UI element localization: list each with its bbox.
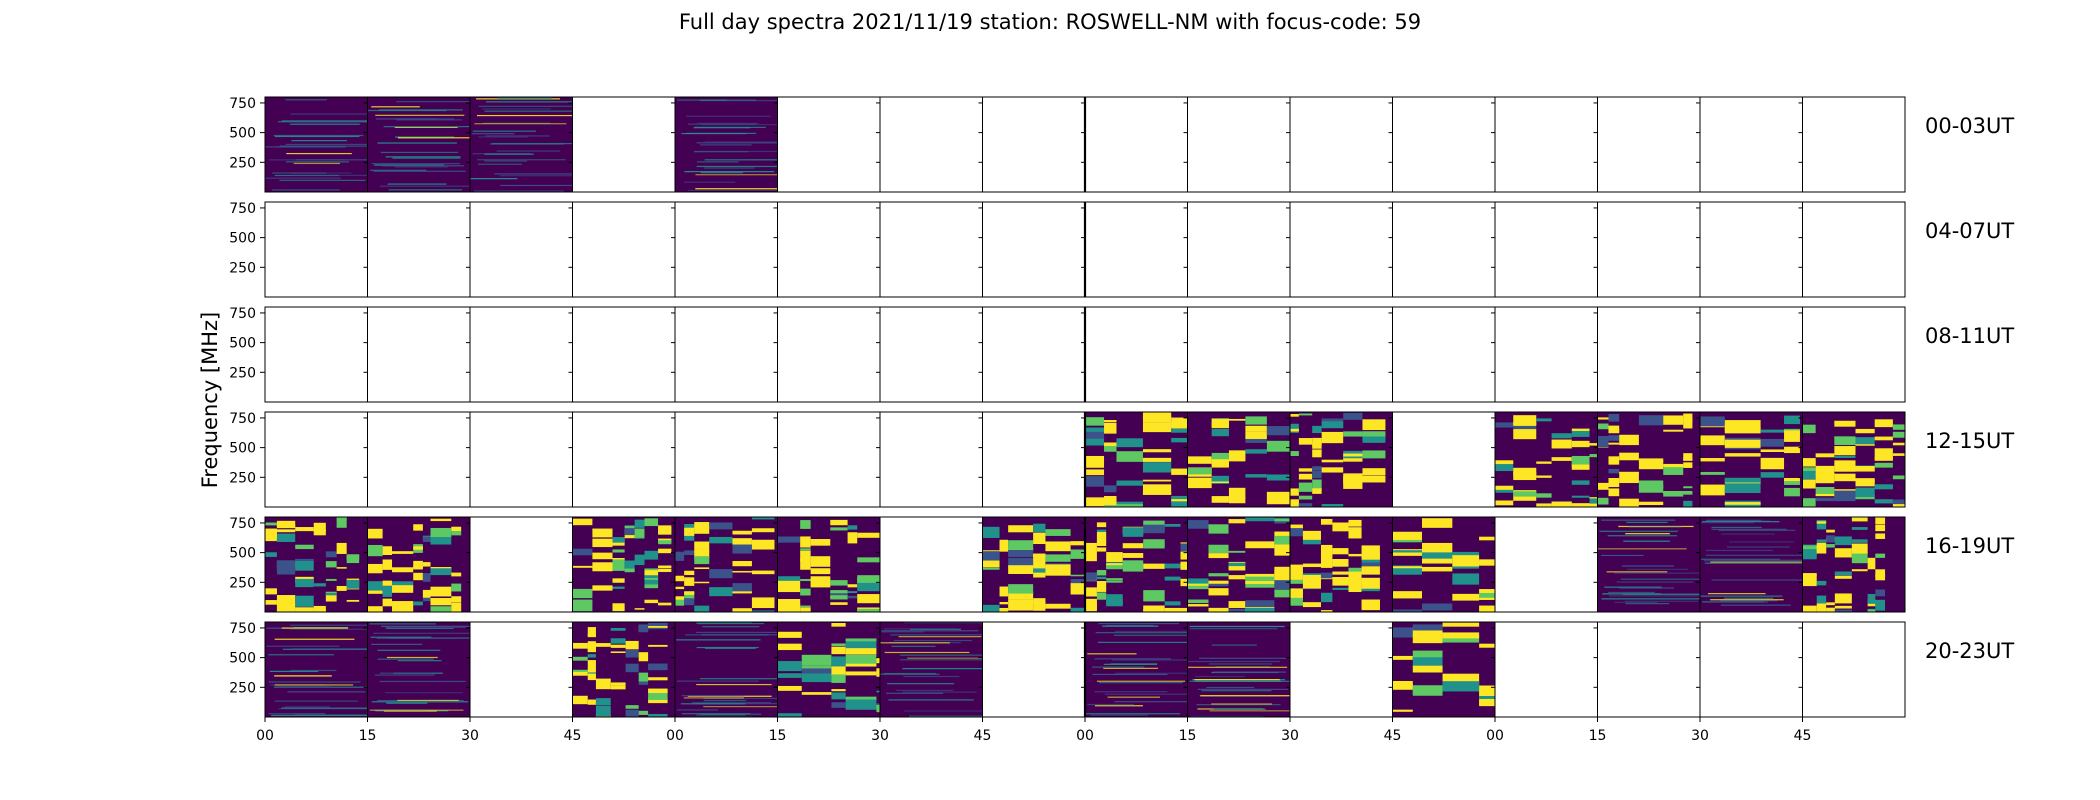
spectrum-panel — [982, 517, 1085, 612]
spectrum-panel — [1085, 622, 1188, 717]
spectrum-panel — [1290, 412, 1393, 507]
spectra-row: 250 500 750 12-15UT — [229, 411, 2014, 508]
y-tick-label: 250 — [229, 260, 256, 276]
x-tick-label: 30 — [871, 728, 889, 744]
spectra-row: 250 500 750 08-11UT — [229, 306, 2014, 403]
y-tick-label: 500 — [229, 336, 256, 352]
row-label: 12-15UT — [1925, 429, 2014, 453]
y-tick-label: 250 — [229, 365, 256, 381]
spectrum-panel — [265, 622, 368, 717]
x-tick-label: 45 — [974, 728, 992, 744]
x-tick-label: 45 — [1794, 728, 1812, 744]
row-label: 20-23UT — [1925, 639, 2014, 663]
spectra-row: 250 500 750 00-03UT — [229, 96, 2014, 193]
spectra-row: 250 500 750 20-23UT — [229, 621, 2014, 718]
row-label: 04-07UT — [1925, 219, 2014, 243]
y-tick-label: 750 — [229, 96, 256, 112]
spectrum-panel — [1085, 412, 1188, 507]
row-frame — [264, 96, 1906, 193]
spectra-row: 250 500 750 16-19UT — [229, 516, 2014, 613]
y-tick-label: 500 — [229, 441, 256, 457]
spectrum-panel — [367, 622, 470, 717]
x-tick-label: 00 — [1076, 728, 1094, 744]
x-tick-label: 00 — [666, 728, 684, 744]
row-frame — [264, 306, 1906, 403]
x-tick-label: 45 — [564, 728, 582, 744]
row-frame — [264, 516, 1906, 613]
y-tick-label: 750 — [229, 306, 256, 322]
x-tick-label: 15 — [1589, 728, 1607, 744]
spectrum-panel — [1187, 412, 1290, 507]
x-tick-label: 15 — [1179, 728, 1197, 744]
row-label: 08-11UT — [1925, 324, 2014, 348]
x-tick-label: 00 — [1486, 728, 1504, 744]
x-tick-label: 15 — [769, 728, 787, 744]
spectrum-panel — [675, 97, 778, 192]
row-label: 16-19UT — [1925, 534, 2014, 558]
spectrum-panel — [265, 97, 368, 192]
y-tick-label: 500 — [229, 651, 256, 667]
spectrum-panel — [1187, 622, 1290, 718]
y-tick-label: 500 — [229, 126, 256, 142]
y-tick-label: 250 — [229, 155, 256, 171]
y-tick-label: 750 — [229, 516, 256, 532]
spectrum-panel — [1597, 517, 1700, 612]
row-label: 00-03UT — [1925, 114, 2014, 138]
spectrum-panel — [1392, 622, 1495, 717]
spectrum-panel — [367, 97, 470, 192]
spectrum-panel — [1802, 517, 1905, 612]
spectrum-panel — [1495, 412, 1598, 507]
y-tick-label: 500 — [229, 546, 256, 562]
x-tick-label: 30 — [1691, 728, 1709, 744]
x-tick-label: 00 — [256, 728, 274, 744]
row-frame — [264, 411, 1906, 508]
spectrum-panel — [1802, 412, 1905, 507]
spectrum-panel — [777, 517, 880, 612]
chart-title: Full day spectra 2021/11/19 station: ROS… — [678, 10, 1422, 34]
y-tick-label: 500 — [229, 231, 256, 247]
spectrum-panel — [265, 517, 368, 612]
x-tick-label: 15 — [359, 728, 377, 744]
spectra-row: 250 500 750 04-07UT — [229, 201, 2014, 298]
spectrum-panel — [572, 622, 675, 717]
spectrum-panel — [470, 97, 573, 192]
y-tick-label: 750 — [229, 411, 256, 427]
spectrum-panel — [572, 517, 675, 612]
spectrum-panel — [880, 622, 983, 717]
spectrum-panel — [1700, 412, 1803, 507]
x-tick-label: 30 — [461, 728, 479, 744]
spectrum-panel — [1597, 412, 1700, 507]
x-tick-label: 30 — [1281, 728, 1299, 744]
spectrum-panel — [1392, 517, 1495, 612]
y-tick-label: 750 — [229, 621, 256, 637]
spectrum-panel — [777, 622, 880, 717]
spectrum-panel — [675, 622, 778, 718]
y-tick-label: 250 — [229, 680, 256, 696]
spectrum-panel — [1187, 517, 1290, 612]
y-tick-label: 250 — [229, 470, 256, 486]
row-frame — [264, 201, 1906, 298]
y-tick-label: 750 — [229, 201, 256, 217]
spectrum-panel — [675, 517, 778, 612]
spectrum-panel — [1085, 517, 1188, 612]
spectrum-panel — [1290, 517, 1393, 612]
spectrum-panel — [367, 517, 470, 612]
spectrum-panel — [1700, 517, 1803, 612]
y-tick-label: 250 — [229, 575, 256, 591]
x-tick-label: 45 — [1384, 728, 1402, 744]
